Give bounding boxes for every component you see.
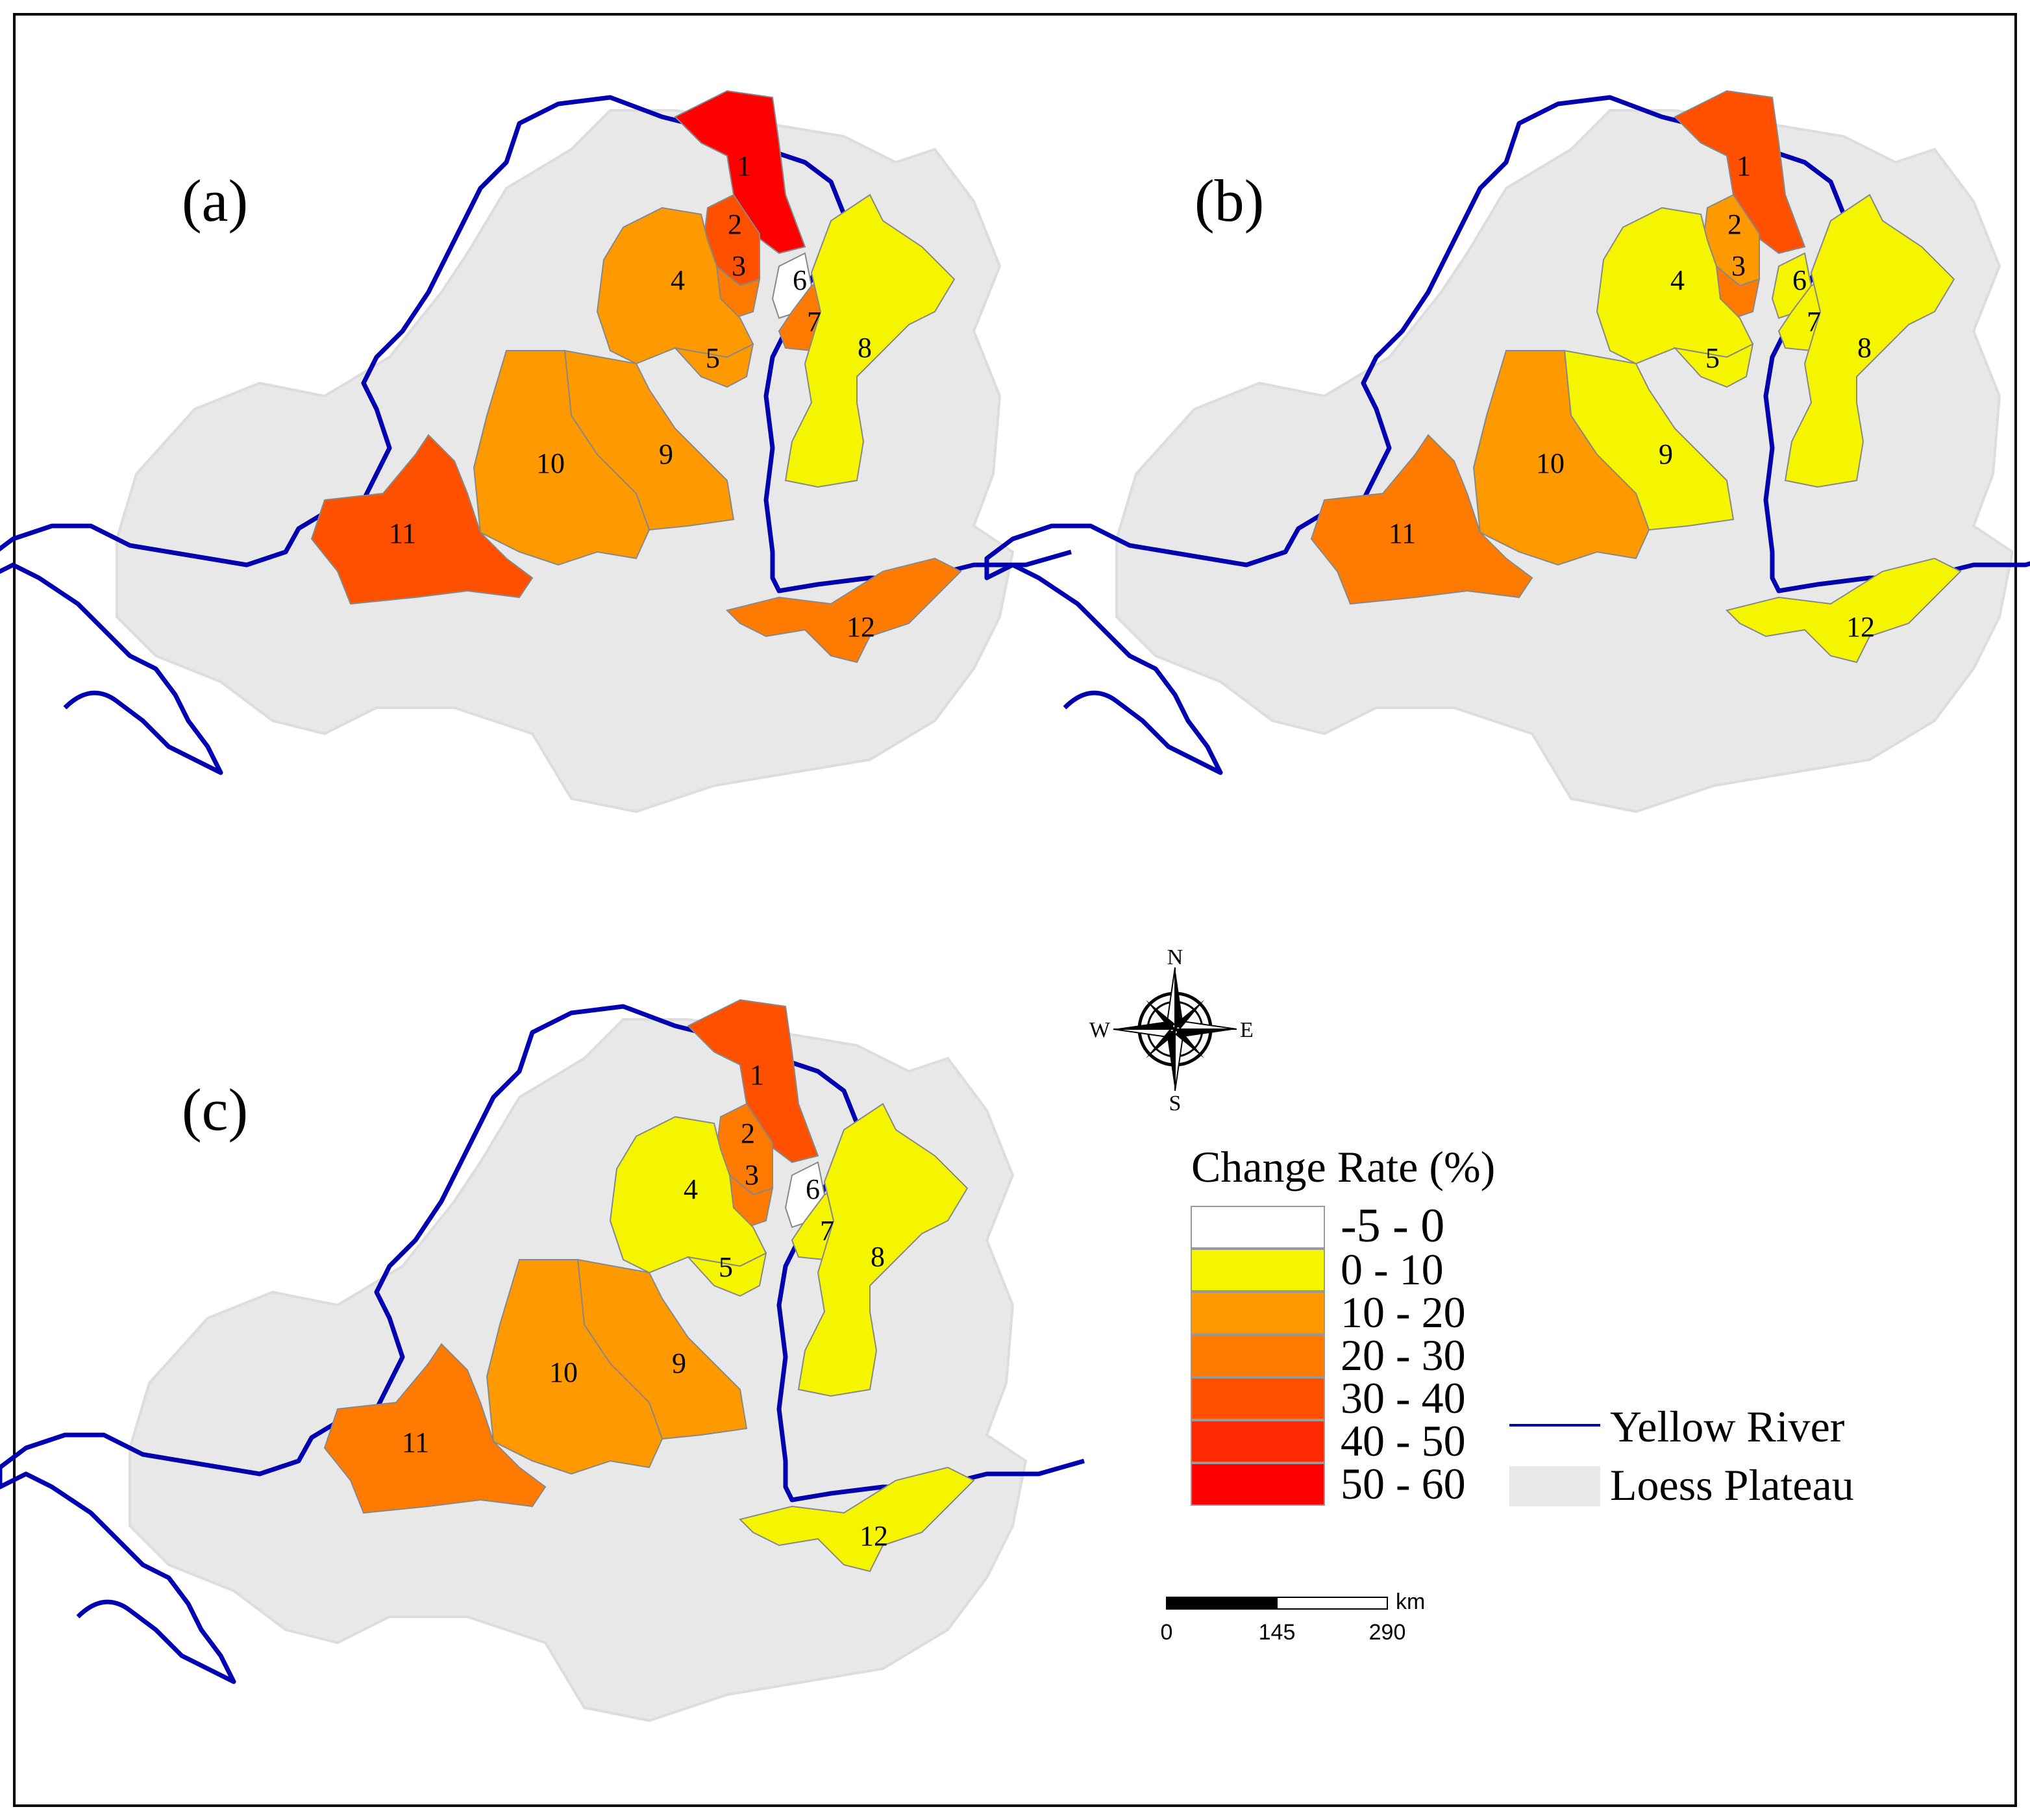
basin-label-6: 6 xyxy=(806,1173,820,1205)
basin-11 xyxy=(1310,434,1533,605)
legend-plateau-label: Loess Plateau xyxy=(1610,1460,1854,1510)
legend-label-2: 10 - 20 xyxy=(1341,1288,1466,1337)
compass-s-label: S xyxy=(1169,1091,1182,1116)
basin-1 xyxy=(674,90,806,255)
basin-1 xyxy=(1674,90,1806,255)
basin-label-9: 9 xyxy=(659,438,673,470)
compass-w-label: W xyxy=(1089,1018,1111,1042)
basin-label-8: 8 xyxy=(1857,332,1872,364)
basin-label-4: 4 xyxy=(684,1173,698,1205)
panel-label-c: (c) xyxy=(182,1077,248,1143)
legend-swatch-4 xyxy=(1191,1377,1325,1420)
legend-label-5: 40 - 50 xyxy=(1341,1416,1466,1465)
basin-8 xyxy=(797,1103,969,1397)
legend-swatch-1 xyxy=(1191,1249,1325,1291)
scale-tick-0: 0 xyxy=(1161,1620,1173,1645)
panel-label-b: (b) xyxy=(1194,168,1264,234)
basin-label-8: 8 xyxy=(871,1241,885,1273)
basin-12 xyxy=(739,1466,975,1573)
basin-10 xyxy=(486,1259,663,1475)
basin-label-1: 1 xyxy=(750,1059,764,1091)
basin-10 xyxy=(473,350,650,566)
legend-swatch-3 xyxy=(1191,1334,1325,1377)
basin-label-5: 5 xyxy=(1705,342,1720,374)
legend-label-0: -5 - 0 xyxy=(1341,1199,1444,1253)
basin-label-12: 12 xyxy=(1846,611,1875,643)
basin-8 xyxy=(1784,193,1955,488)
basin-label-11: 11 xyxy=(389,517,416,549)
basin-label-10: 10 xyxy=(549,1356,578,1388)
figure-border xyxy=(13,13,2017,1807)
basin-5 xyxy=(686,1252,767,1297)
basin-5 xyxy=(673,343,754,388)
compass-e-label: E xyxy=(1240,1018,1254,1042)
basin-label-7: 7 xyxy=(820,1215,834,1247)
scale-bar: 0 145 290 km xyxy=(1161,1589,1426,1645)
basin-label-2: 2 xyxy=(1727,208,1742,240)
basin-label-7: 7 xyxy=(807,306,821,338)
legend-label-4: 30 - 40 xyxy=(1341,1373,1466,1423)
legend-plateau-swatch xyxy=(1509,1466,1600,1506)
legend-swatch-6 xyxy=(1191,1463,1325,1506)
scale-tick-290: 290 xyxy=(1369,1620,1406,1645)
basin-10 xyxy=(1472,350,1650,566)
panel-label-a: (a) xyxy=(182,168,248,234)
basin-label-2: 2 xyxy=(741,1117,755,1149)
basin-label-1: 1 xyxy=(737,150,751,182)
scale-unit: km xyxy=(1396,1589,1425,1614)
basin-label-10: 10 xyxy=(536,447,565,479)
basin-label-9: 9 xyxy=(1659,438,1673,470)
basin-label-3: 3 xyxy=(1731,250,1746,282)
basin-12 xyxy=(1726,557,1962,664)
legend-swatch-0 xyxy=(1191,1206,1325,1249)
basin-label-12: 12 xyxy=(847,611,875,643)
basin-8 xyxy=(784,193,956,488)
compass-n-label: N xyxy=(1167,945,1183,969)
basin-label-5: 5 xyxy=(706,342,720,374)
basin-label-7: 7 xyxy=(1807,306,1821,338)
basin-5 xyxy=(1673,343,1754,388)
basin-label-5: 5 xyxy=(719,1251,733,1283)
basin-label-3: 3 xyxy=(745,1159,759,1191)
legend-label-1: 0 - 10 xyxy=(1341,1245,1444,1294)
basin-label-11: 11 xyxy=(402,1427,429,1458)
basin-label-4: 4 xyxy=(1670,264,1685,296)
scale-tick-145: 145 xyxy=(1259,1620,1296,1645)
basin-label-6: 6 xyxy=(793,264,807,296)
basin-label-6: 6 xyxy=(1792,264,1807,296)
basin-11 xyxy=(310,434,534,605)
basin-label-4: 4 xyxy=(671,264,685,296)
basin-label-9: 9 xyxy=(672,1347,686,1379)
basin-12 xyxy=(726,557,962,664)
panels-layer: 123456789101112(a)123456789101112(b)1234… xyxy=(0,90,2030,1721)
basin-label-11: 11 xyxy=(1389,517,1416,549)
basin-label-12: 12 xyxy=(860,1520,888,1552)
basin-label-2: 2 xyxy=(728,208,742,240)
legend-title: Change Rate (%) xyxy=(1191,1142,1495,1191)
compass-rose: N S E W xyxy=(1089,945,1254,1116)
basin-label-3: 3 xyxy=(732,250,746,282)
legend-swatch-5 xyxy=(1191,1420,1325,1463)
basin-1 xyxy=(687,999,819,1164)
legend-label-3: 20 - 30 xyxy=(1341,1330,1466,1380)
basin-label-10: 10 xyxy=(1536,447,1565,479)
basin-label-1: 1 xyxy=(1737,150,1751,182)
legend-river-label: Yellow River xyxy=(1610,1402,1845,1451)
legend-label-6: 50 - 60 xyxy=(1341,1459,1466,1508)
basin-11 xyxy=(323,1343,547,1514)
basin-label-8: 8 xyxy=(858,332,872,364)
legend-swatch-2 xyxy=(1191,1291,1325,1334)
